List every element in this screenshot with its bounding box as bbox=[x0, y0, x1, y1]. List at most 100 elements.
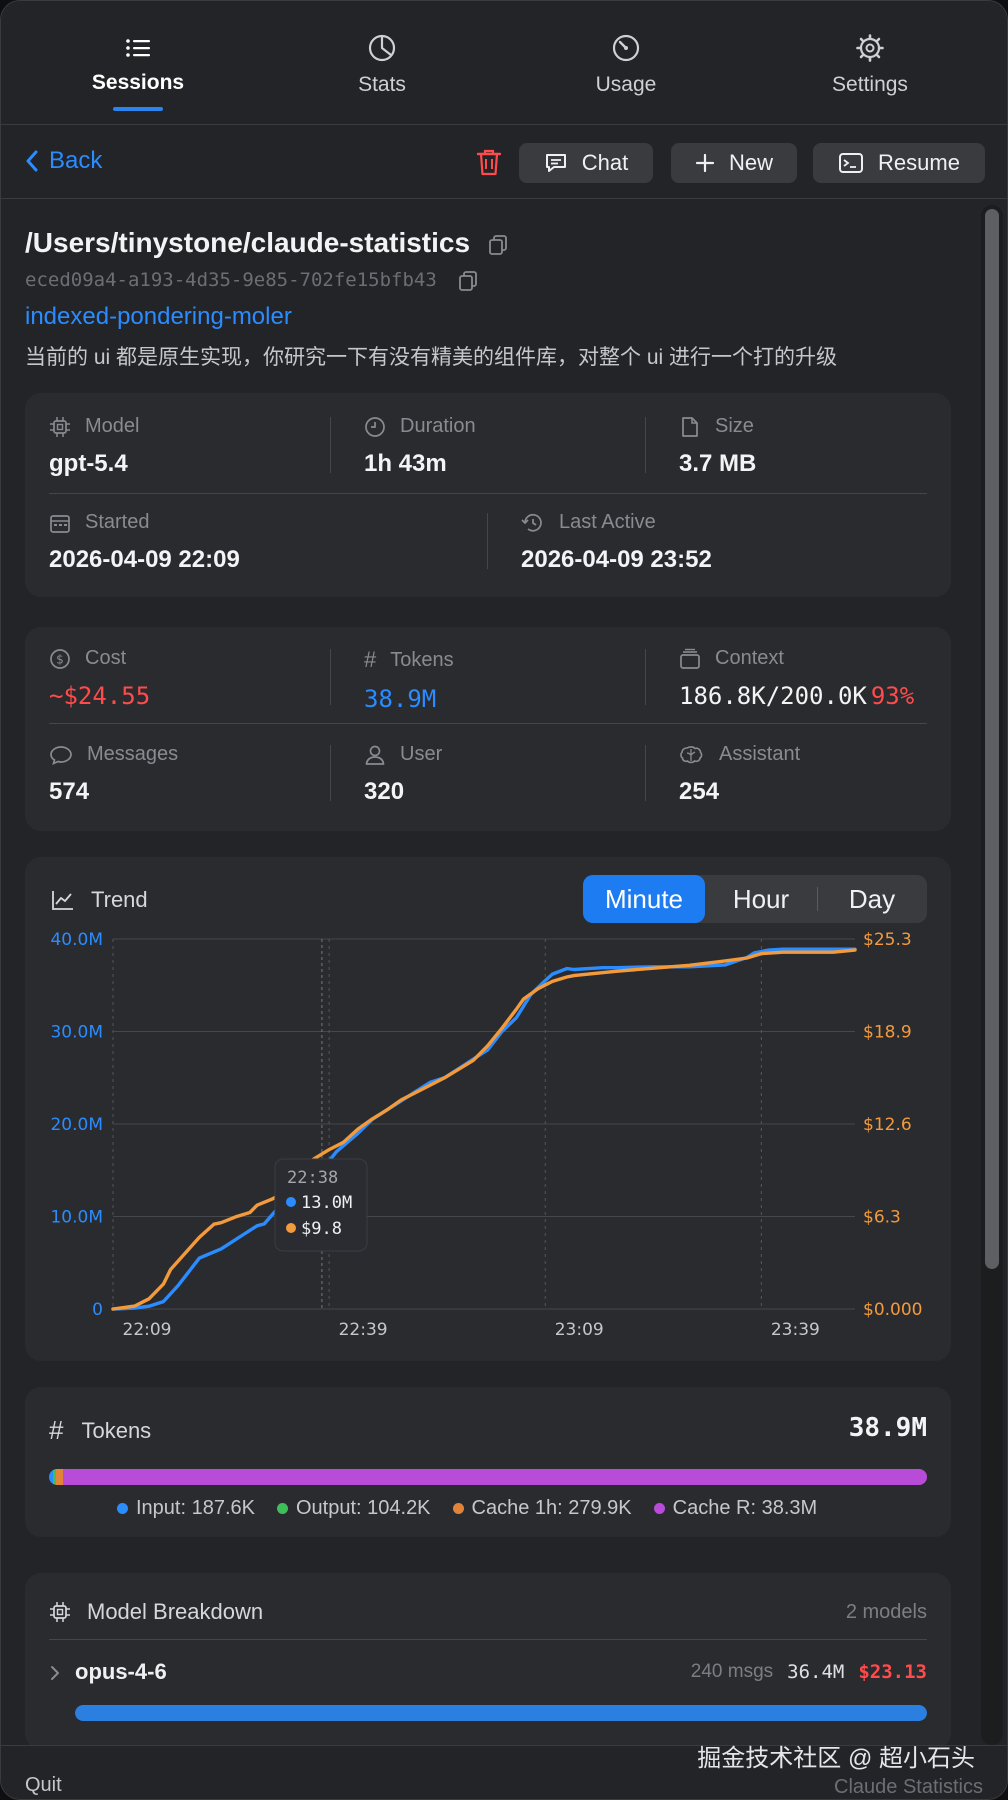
chart-grid bbox=[112, 938, 855, 1310]
trash-icon[interactable] bbox=[475, 147, 503, 177]
context-usage: 186.8K/200.0K bbox=[679, 682, 867, 710]
y-tick-label-right: $0.000 bbox=[863, 1300, 922, 1320]
hash-icon: # bbox=[49, 1415, 64, 1445]
x-axis: 22:09 22:39 23:09 23:39 bbox=[123, 1320, 820, 1340]
context-label: Context bbox=[715, 647, 784, 669]
user-cell: User 320 bbox=[364, 743, 442, 806]
token-bar-segment bbox=[56, 1469, 63, 1485]
terminal-icon bbox=[839, 153, 864, 173]
model-breakdown-header: Model Breakdown bbox=[49, 1599, 263, 1625]
assistant-label: Assistant bbox=[719, 743, 801, 765]
session-uuid-text: eced09a4-a193-4d35-9e85-702fe15bfb43 bbox=[25, 269, 437, 291]
series-line-0 bbox=[111, 947, 857, 1311]
segment-day[interactable]: Day bbox=[848, 884, 896, 914]
x-tick-label: 23:09 bbox=[555, 1320, 604, 1340]
legend-item: Output: 104.2K bbox=[276, 1497, 431, 1520]
model-name: opus-4-6 bbox=[75, 1659, 167, 1684]
x-tick-label: 22:39 bbox=[339, 1320, 388, 1340]
tokens-breakdown-card: # Tokens 38.9M bbox=[25, 1387, 951, 1537]
new-button[interactable]: New bbox=[671, 143, 797, 183]
legend-dot bbox=[452, 1503, 464, 1514]
messages-value: 574 bbox=[49, 778, 90, 805]
series-line-1 bbox=[111, 948, 857, 1311]
segment-hour[interactable]: Hour bbox=[732, 884, 790, 914]
brain-icon bbox=[680, 745, 703, 763]
plus-icon bbox=[695, 153, 715, 173]
hash-icon: # bbox=[364, 647, 377, 672]
legend-label: Input: 187.6K bbox=[136, 1497, 255, 1519]
y-tick-label-left: 40.0M bbox=[50, 930, 103, 950]
model-breakdown-title: Model Breakdown bbox=[87, 1599, 264, 1624]
quit-button[interactable]: Quit bbox=[25, 1774, 62, 1796]
back-button[interactable]: Back bbox=[25, 147, 102, 175]
copy-icon[interactable] bbox=[488, 234, 508, 256]
session-path-text: /Users/tinystone/claude-statistics bbox=[25, 227, 471, 258]
chevron-left-icon bbox=[26, 150, 38, 172]
svg-text:$: $ bbox=[56, 652, 64, 666]
last-active-value: 2026-04-09 23:52 bbox=[521, 546, 712, 573]
model-stats: 240 msgs 36.4M $23.13 bbox=[691, 1661, 927, 1683]
tooltip-box bbox=[274, 1158, 368, 1252]
session-description: 当前的 ui 都是原生实现，你研究一下有没有精美的组件库，对整个 ui 进行一个… bbox=[25, 346, 838, 369]
y-tick-label-right: $6.3 bbox=[863, 1208, 901, 1228]
token-legend: Input: 187.6K Output: 104.2K Cache 1h: 279… bbox=[117, 1497, 817, 1520]
chip-icon bbox=[50, 1602, 70, 1622]
legend-item: Cache 1h: 279.9K bbox=[452, 1497, 632, 1520]
size-value: 3.7 MB bbox=[679, 450, 757, 477]
legend-item: Input: 187.6K bbox=[117, 1497, 255, 1520]
tab-stats[interactable]: Stats bbox=[282, 1, 482, 125]
tab-label: Sessions bbox=[91, 71, 185, 94]
model-row[interactable]: opus-4-6 240 msgs 36.4M $23.13 bbox=[49, 1655, 927, 1727]
model-label: Model bbox=[85, 415, 140, 437]
tooltip-dot-cost bbox=[286, 1223, 296, 1233]
chevron-right-icon[interactable] bbox=[49, 1665, 61, 1681]
tab-settings[interactable]: Settings bbox=[770, 1, 970, 125]
y-tick-label-left: 10.0M bbox=[50, 1208, 103, 1228]
chart-tooltip: 22:38 13.0M $9.8 bbox=[274, 1158, 368, 1252]
pie-chart-icon bbox=[368, 34, 396, 62]
tab-sessions[interactable]: Sessions bbox=[38, 1, 238, 125]
token-stack-bar bbox=[49, 1469, 927, 1485]
segment-minute[interactable]: Minute bbox=[583, 875, 705, 923]
model-breakdown-card: Model Breakdown 2 models opus-4-6 240 ms… bbox=[25, 1573, 951, 1749]
last-active-label: Last Active bbox=[559, 511, 656, 533]
chat-label: Chat bbox=[581, 150, 629, 175]
model-count: 2 models bbox=[845, 1601, 927, 1623]
assistant-cell: Assistant 254 bbox=[679, 743, 800, 806]
copy-icon[interactable] bbox=[458, 270, 478, 292]
divider bbox=[645, 417, 646, 473]
tokens-total: 38.9M bbox=[848, 1413, 927, 1443]
active-tab-indicator bbox=[113, 107, 163, 111]
back-label: Back bbox=[49, 147, 103, 174]
watermark: 掘金技术社区 @ 超小石头 bbox=[697, 1745, 975, 1772]
tokens-cell: # Tokens 38.9M bbox=[364, 647, 454, 713]
tab-label: Settings bbox=[832, 73, 908, 96]
tab-label: Usage bbox=[595, 73, 657, 96]
model-msgs: 240 msgs bbox=[690, 1661, 774, 1682]
bottom-bar: Quit Claude Statistics 掘金技术社区 @ 超小石头 bbox=[1, 1745, 1007, 1799]
resume-button[interactable]: Resume bbox=[813, 143, 985, 183]
legend-dot bbox=[117, 1503, 128, 1514]
x-tick-label: 23:39 bbox=[771, 1320, 820, 1340]
session-slug[interactable]: indexed-pondering-moler bbox=[25, 303, 292, 330]
token-bar-segment bbox=[53, 1469, 57, 1485]
person-icon bbox=[365, 745, 385, 765]
tooltip-cost: $9.8 bbox=[301, 1219, 342, 1239]
history-icon bbox=[521, 513, 542, 532]
message-bubble-icon bbox=[50, 745, 72, 765]
cost-value: ~$24.55 bbox=[49, 682, 151, 710]
scrollbar-thumb[interactable] bbox=[985, 209, 999, 1269]
user-label: User bbox=[400, 743, 443, 765]
duration-label: Duration bbox=[400, 415, 476, 437]
tab-label: Stats bbox=[358, 73, 406, 96]
model-value: gpt-5.4 bbox=[49, 450, 128, 477]
divider bbox=[49, 723, 927, 724]
duration-cell: Duration 1h 43m bbox=[364, 415, 476, 478]
top-tab-bar: Sessions Stats Usage bbox=[1, 1, 1007, 125]
calendar-icon bbox=[50, 514, 70, 533]
tab-usage[interactable]: Usage bbox=[526, 1, 726, 125]
y-tick-label-right: $12.6 bbox=[863, 1115, 912, 1135]
size-label: Size bbox=[715, 415, 754, 437]
chat-button[interactable]: Chat bbox=[519, 143, 653, 183]
y-tick-label-left: 30.0M bbox=[50, 1023, 103, 1043]
